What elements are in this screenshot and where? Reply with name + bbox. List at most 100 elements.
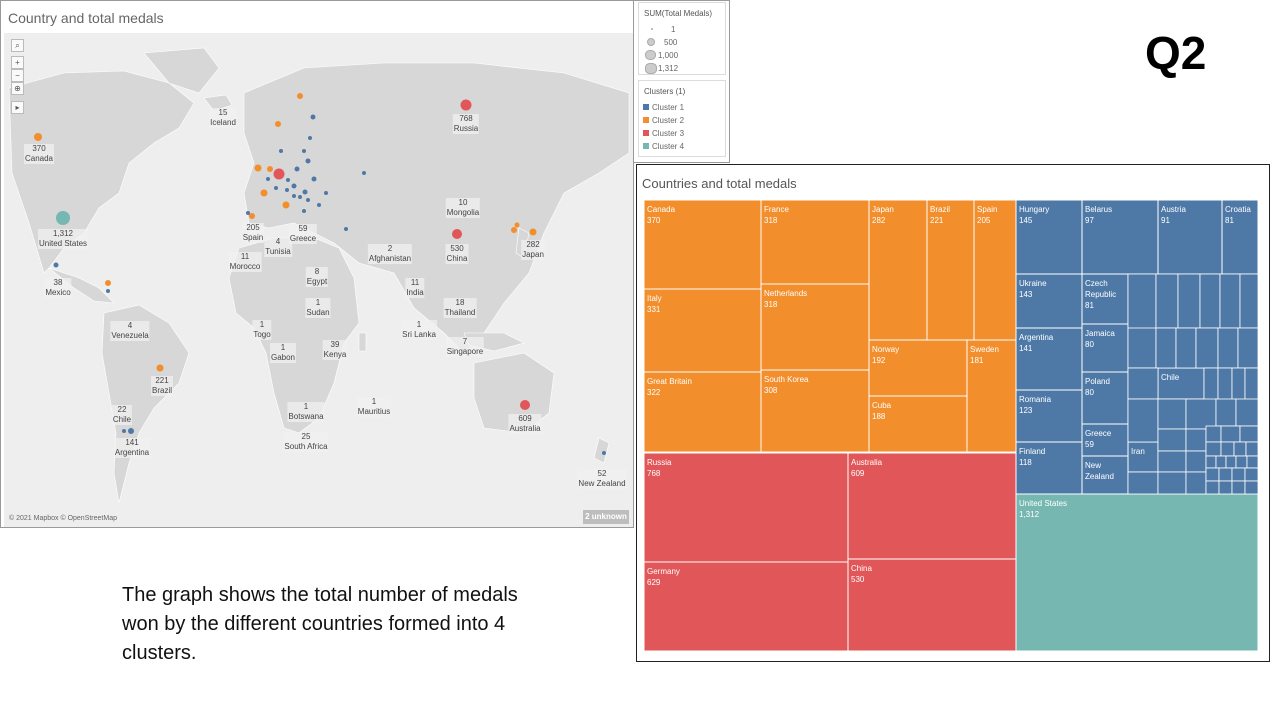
size-legend-item: 500 <box>639 36 725 49</box>
size-legend-item: 1,000 <box>639 49 725 62</box>
treemap-cell[interactable]: United States 1,312 <box>1015 493 1259 652</box>
size-dot-icon <box>645 63 657 74</box>
map-label-mauritius: 1 Mauritius <box>356 397 392 417</box>
size-legend: SUM(Total Medals) 1 500 1,000 1,312 <box>638 2 726 75</box>
treemap-cell[interactable]: China 530 <box>847 558 1017 652</box>
bubble-iran <box>344 227 348 231</box>
treemap-cell[interactable]: Germany 629 <box>644 561 849 652</box>
size-dot-icon <box>651 28 653 30</box>
treemap-small-cell <box>1244 480 1259 495</box>
treemap-small-cell <box>1235 398 1259 427</box>
map-label-kenya: 39 Kenya <box>322 340 348 360</box>
treemap-cell[interactable]: Czech Republic 81 <box>1081 273 1129 325</box>
treemap-small-cell <box>1157 398 1187 430</box>
treemap-cell[interactable]: Belarus 97 <box>1081 200 1159 275</box>
pin-icon[interactable]: ⊕ <box>11 82 24 95</box>
treemap-cell-rect <box>1015 441 1083 495</box>
treemap-cell-value: 181 <box>970 356 984 365</box>
treemap-cell[interactable]: Australia 609 <box>847 452 1017 560</box>
cluster-legend-item-4[interactable]: Cluster 4 <box>643 140 684 153</box>
bubble-estonia <box>308 136 312 140</box>
expand-icon[interactable]: ▸ <box>11 101 24 114</box>
treemap-cell[interactable]: Romania 123 <box>1015 389 1083 443</box>
treemap-cell-name: Republic <box>1085 290 1116 299</box>
bubble-france <box>260 189 268 197</box>
treemap-cell-name: Netherlands <box>764 289 807 298</box>
treemap-cell[interactable]: Croatia 81 <box>1221 200 1259 275</box>
treemap-cell-name: Poland <box>1085 377 1110 386</box>
treemap-cell-name: Spain <box>977 205 997 214</box>
treemap-cell[interactable]: Russia 768 <box>644 452 849 563</box>
treemap-cell-name: China <box>851 564 872 573</box>
treemap-panel: Countries and total medals Canada 370 Fran… <box>636 164 1270 662</box>
treemap-cell[interactable]: South Korea 308 <box>760 369 870 453</box>
treemap-cell[interactable]: Hungary 145 <box>1015 200 1083 275</box>
treemap-cell-name: Zealand <box>1085 472 1114 481</box>
treemap-cell[interactable]: Brazil 221 <box>926 200 975 341</box>
map-label-afghanistan: 2 Afghanistan <box>367 244 413 264</box>
unknown-badge[interactable]: 2 unknown <box>583 510 629 524</box>
treemap-cell[interactable]: Norway 192 <box>868 339 968 397</box>
map-bubbles <box>34 93 606 455</box>
treemap-cell-name: Canada <box>647 205 676 214</box>
treemap-cell[interactable]: Greece 59 <box>1081 423 1129 457</box>
bubble-germany <box>273 168 285 180</box>
bubble-belarus <box>305 158 311 164</box>
treemap-cell[interactable]: Austria 91 <box>1157 200 1223 275</box>
bubble-australia <box>520 400 530 410</box>
cluster-legend-item-3[interactable]: Cluster 3 <box>643 127 684 140</box>
bubble-greece <box>302 209 306 213</box>
size-dot-icon <box>645 50 656 60</box>
treemap-cell[interactable]: Spain 205 <box>973 200 1017 341</box>
swatch-icon <box>643 130 649 136</box>
map-attribution[interactable]: © 2021 Mapbox © OpenStreetMap <box>9 515 117 522</box>
treemap-cell[interactable]: Chile <box>1157 367 1205 400</box>
search-icon[interactable]: ⌕ <box>11 39 24 52</box>
treemap-cells: Canada 370 France 318 Japan 282 Brazil 221 Spain… <box>644 200 1259 652</box>
treemap-cell[interactable]: Canada 370 <box>644 200 762 290</box>
treemap-cell[interactable]: Iran <box>1127 441 1159 473</box>
treemap-canvas[interactable]: Canada 370 France 318 Japan 282 Brazil 221 Spain… <box>644 200 1261 653</box>
treemap-cell[interactable]: New Zealand <box>1081 455 1129 495</box>
treemap-small-cell <box>1177 273 1201 329</box>
cluster-legend-item-2[interactable]: Cluster 2 <box>643 114 684 127</box>
treemap-cell-name: Iran <box>1131 447 1145 456</box>
treemap-small-cell <box>1244 467 1259 482</box>
treemap-cell[interactable]: Netherlands 318 <box>760 283 870 371</box>
treemap-cell-value: 331 <box>647 305 661 314</box>
treemap-cell-name: Italy <box>647 294 662 303</box>
treemap-small-cell <box>1157 450 1187 473</box>
zoom-out-icon[interactable]: − <box>11 69 24 82</box>
size-legend-item: 1,312 <box>639 62 725 75</box>
treemap-cell[interactable]: Japan 282 <box>868 200 928 341</box>
treemap-cell[interactable]: Cuba 188 <box>868 395 968 453</box>
treemap-cell[interactable]: Great Britain 322 <box>644 371 762 453</box>
map-title: Country and total medals <box>8 10 164 26</box>
treemap-cell[interactable]: Italy 331 <box>644 288 762 373</box>
map-label-mexico: 38 Mexico <box>44 278 72 298</box>
treemap-cell[interactable]: Poland 80 <box>1081 371 1129 425</box>
bubble-canada <box>34 133 42 141</box>
bubble-spain <box>249 213 255 219</box>
treemap-small-cell <box>1157 471 1187 495</box>
cluster-legend-item-1[interactable]: Cluster 1 <box>643 101 684 114</box>
treemap-small-cell <box>1231 480 1246 495</box>
treemap-small-cell <box>1185 398 1217 430</box>
zoom-in-icon[interactable]: + <box>11 56 24 69</box>
treemap-cell[interactable]: Argentina 141 <box>1015 327 1083 391</box>
treemap-cell[interactable]: France 318 <box>760 200 870 285</box>
treemap-cell[interactable]: Sweden 181 <box>966 339 1017 453</box>
treemap-cell-rect <box>1221 200 1259 275</box>
treemap-cell[interactable]: Finland 118 <box>1015 441 1083 495</box>
treemap-cell[interactable]: Jamaica 80 <box>1081 323 1129 373</box>
treemap-cell-value: 80 <box>1085 340 1094 349</box>
treemap-cell-value: 370 <box>647 216 661 225</box>
bubble-georgia <box>324 191 328 195</box>
treemap-small-cell <box>1127 471 1159 495</box>
bubble-finland <box>310 114 316 120</box>
map-label-iceland: 15 Iceland <box>209 108 237 128</box>
treemap-cell[interactable]: Ukraine 143 <box>1015 273 1083 329</box>
size-legend-items: 1 500 1,000 1,312 <box>639 23 725 75</box>
map-label-sri-lanka: 1 Sri Lanka <box>401 320 437 340</box>
treemap-cell-value: 80 <box>1085 388 1094 397</box>
